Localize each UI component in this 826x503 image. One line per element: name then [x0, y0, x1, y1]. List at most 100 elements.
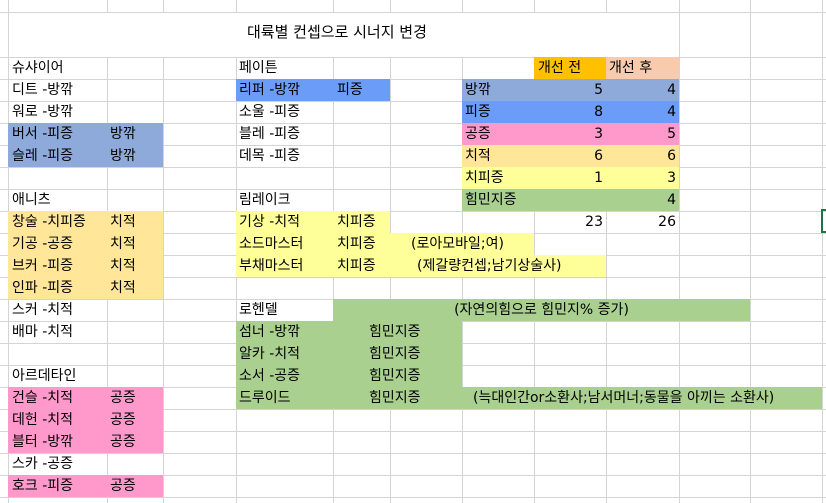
summary-label[interactable]: 공증: [465, 126, 491, 142]
summary-after[interactable]: 4: [667, 104, 676, 120]
class-cell[interactable]: 블레 -피증: [239, 126, 301, 142]
fill: [236, 79, 390, 101]
class-cell[interactable]: 디트 -방깎: [12, 82, 74, 98]
class-cell[interactable]: 스카 -공증: [12, 456, 74, 472]
class-cell[interactable]: 드루이드: [239, 390, 291, 406]
fill: [462, 167, 679, 189]
total-after[interactable]: 26: [658, 214, 676, 230]
fill: [606, 57, 679, 79]
synergy-cell[interactable]: 힘민지증: [369, 346, 421, 362]
summary-after[interactable]: 5: [667, 126, 676, 142]
fill: [236, 321, 462, 387]
class-cell[interactable]: 건슬 -치적: [12, 390, 74, 406]
total-before[interactable]: 23: [585, 214, 603, 230]
fill: [462, 101, 679, 123]
summary-before[interactable]: [534, 189, 603, 211]
fill: [462, 123, 679, 145]
synergy-cell[interactable]: 힘민지증: [369, 390, 421, 406]
summary-label[interactable]: 힘민지증: [465, 192, 517, 208]
synergy-cell[interactable]: 치적: [110, 214, 136, 230]
group-header[interactable]: 로헨델: [239, 302, 278, 318]
group-header[interactable]: 애니츠: [12, 192, 51, 208]
class-cell[interactable]: 기공 -공증: [12, 236, 74, 252]
synergy-cell[interactable]: 치피증: [337, 214, 376, 230]
synergy-cell[interactable]: 공증: [110, 478, 136, 494]
synergy-cell[interactable]: 힘민지증: [369, 368, 421, 384]
summary-after[interactable]: 6: [667, 148, 676, 164]
synergy-cell[interactable]: 치피증: [337, 258, 376, 274]
summary-before[interactable]: 5: [594, 82, 603, 98]
class-cell[interactable]: 버서 -피증: [12, 126, 74, 142]
synergy-cell[interactable]: 힘민지증: [369, 324, 421, 340]
class-cell[interactable]: 블터 -방깎: [12, 434, 74, 450]
synergy-cell[interactable]: 공증: [110, 390, 136, 406]
synergy-cell[interactable]: 방깎: [110, 126, 136, 142]
class-cell[interactable]: 워로 -방깎: [12, 104, 74, 120]
summary-after[interactable]: 3: [667, 170, 676, 186]
fill: [236, 255, 606, 277]
gridline: [534, 0, 535, 503]
class-cell[interactable]: 창술 -치피증: [12, 214, 86, 230]
fill: [8, 475, 163, 497]
class-cell[interactable]: 데헌 -치적: [12, 412, 74, 428]
group-header[interactable]: 페이튼: [239, 60, 278, 76]
summary-label[interactable]: 방깎: [465, 82, 491, 98]
selected-cell-indicator[interactable]: [821, 209, 826, 233]
synergy-cell[interactable]: 치피증: [337, 236, 376, 252]
sheet-title[interactable]: 대륙별 컨셉으로 시너지 변경: [247, 23, 427, 41]
class-cell[interactable]: 소서 -공증: [239, 368, 301, 384]
synergy-cell[interactable]: 공증: [110, 434, 136, 450]
fill: [534, 57, 606, 79]
gridline: [679, 0, 680, 503]
summary-label[interactable]: 피증: [465, 104, 491, 120]
class-cell[interactable]: 기상 -치적: [239, 214, 301, 230]
fill: [8, 387, 163, 453]
summary-label[interactable]: 치적: [465, 148, 491, 164]
class-cell[interactable]: 스커 -치적: [12, 302, 74, 318]
synergy-cell[interactable]: 치적: [110, 258, 136, 274]
class-cell[interactable]: 알카 -치적: [239, 346, 301, 362]
class-cell[interactable]: 인파 -피증: [12, 280, 74, 296]
synergy-cell[interactable]: 치적: [110, 236, 136, 252]
after-header[interactable]: 개선 후: [609, 60, 653, 76]
class-cell[interactable]: 리퍼 -방깎: [239, 82, 301, 98]
title-row: [9, 13, 679, 57]
class-cell[interactable]: 슬레 -피증: [12, 148, 74, 164]
fill: [8, 123, 163, 167]
summary-after[interactable]: 4: [667, 82, 676, 98]
summary-after[interactable]: 4: [667, 192, 676, 208]
note-cell[interactable]: (제갈량컨셉;남기상술사): [417, 258, 562, 274]
summary-label[interactable]: 치피증: [465, 170, 504, 186]
summary-before[interactable]: 3: [594, 126, 603, 142]
synergy-cell[interactable]: 공증: [110, 412, 136, 428]
summary-before[interactable]: 8: [594, 104, 603, 120]
fill: [236, 211, 390, 233]
gridline: [750, 0, 751, 503]
class-cell[interactable]: 브커 -피증: [12, 258, 74, 274]
class-cell[interactable]: 배마 -치적: [12, 324, 74, 340]
fill: [462, 145, 679, 167]
class-cell[interactable]: 데목 -피증: [239, 148, 301, 164]
synergy-cell[interactable]: 치적: [110, 280, 136, 296]
synergy-cell[interactable]: 방깎: [110, 148, 136, 164]
class-cell[interactable]: 부채마스터: [239, 258, 304, 274]
group-header[interactable]: 아르데타인: [12, 368, 77, 384]
note-cell[interactable]: (늑대인간or소환사;남서머너;동물을 아끼는 소환사): [473, 390, 775, 406]
summary-before[interactable]: 6: [594, 148, 603, 164]
gridline: [163, 0, 164, 503]
fill: [236, 387, 822, 409]
synergy-cell[interactable]: 피증: [337, 82, 363, 98]
summary-before[interactable]: 1: [594, 170, 603, 186]
class-cell[interactable]: 소드마스터: [239, 236, 304, 252]
class-cell[interactable]: 섬너 -방깎: [239, 324, 301, 340]
class-cell[interactable]: 호크 -피증: [12, 478, 74, 494]
group-header[interactable]: 림레이크: [239, 192, 291, 208]
note-cell[interactable]: (로아모바일;여): [411, 236, 504, 252]
class-cell[interactable]: 소울 -피증: [239, 104, 301, 120]
fill: [462, 189, 679, 211]
before-header[interactable]: 개선 전: [538, 60, 582, 76]
group-header[interactable]: 슈샤이어: [12, 60, 64, 76]
note-cell[interactable]: (자연의힘으로 힘민지% 증가): [454, 302, 629, 318]
gridline: [606, 0, 607, 503]
gridline: [822, 0, 823, 503]
